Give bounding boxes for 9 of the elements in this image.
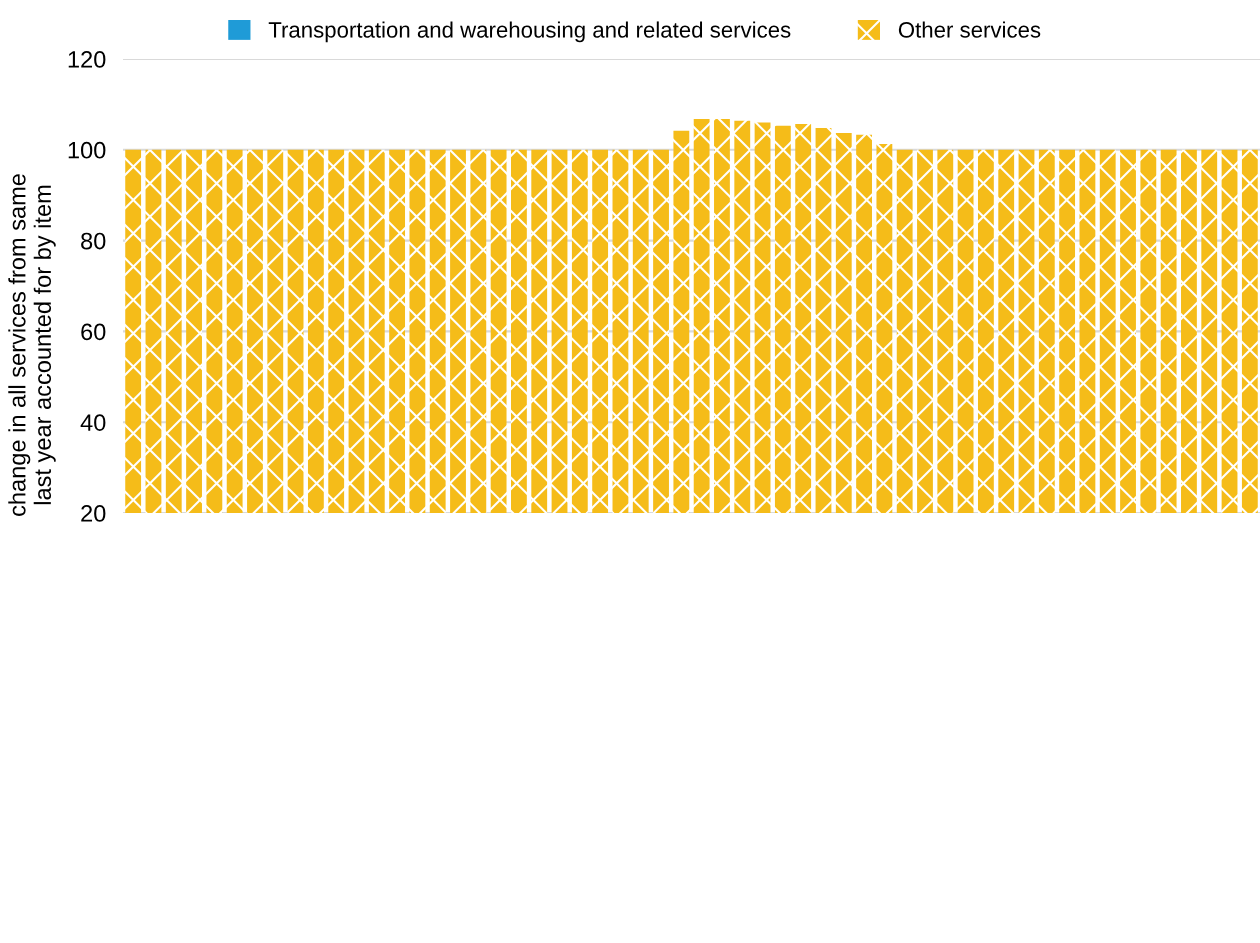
y-tick-label: 80 (81, 232, 106, 250)
y-tick-label: 20 (81, 505, 106, 522)
legend-label: Other services (898, 21, 1041, 38)
y-tick-label: 100 (68, 141, 106, 159)
y-tick-label: 40 (80, 414, 106, 431)
y-tick-label: 120 (68, 51, 106, 68)
legend-label: Transportation and warehousing and related services (268, 21, 791, 43)
y-tick-label: 60 (81, 323, 106, 341)
y-axis-title: change in all services from same last year accounted for by item (8, 174, 56, 516)
